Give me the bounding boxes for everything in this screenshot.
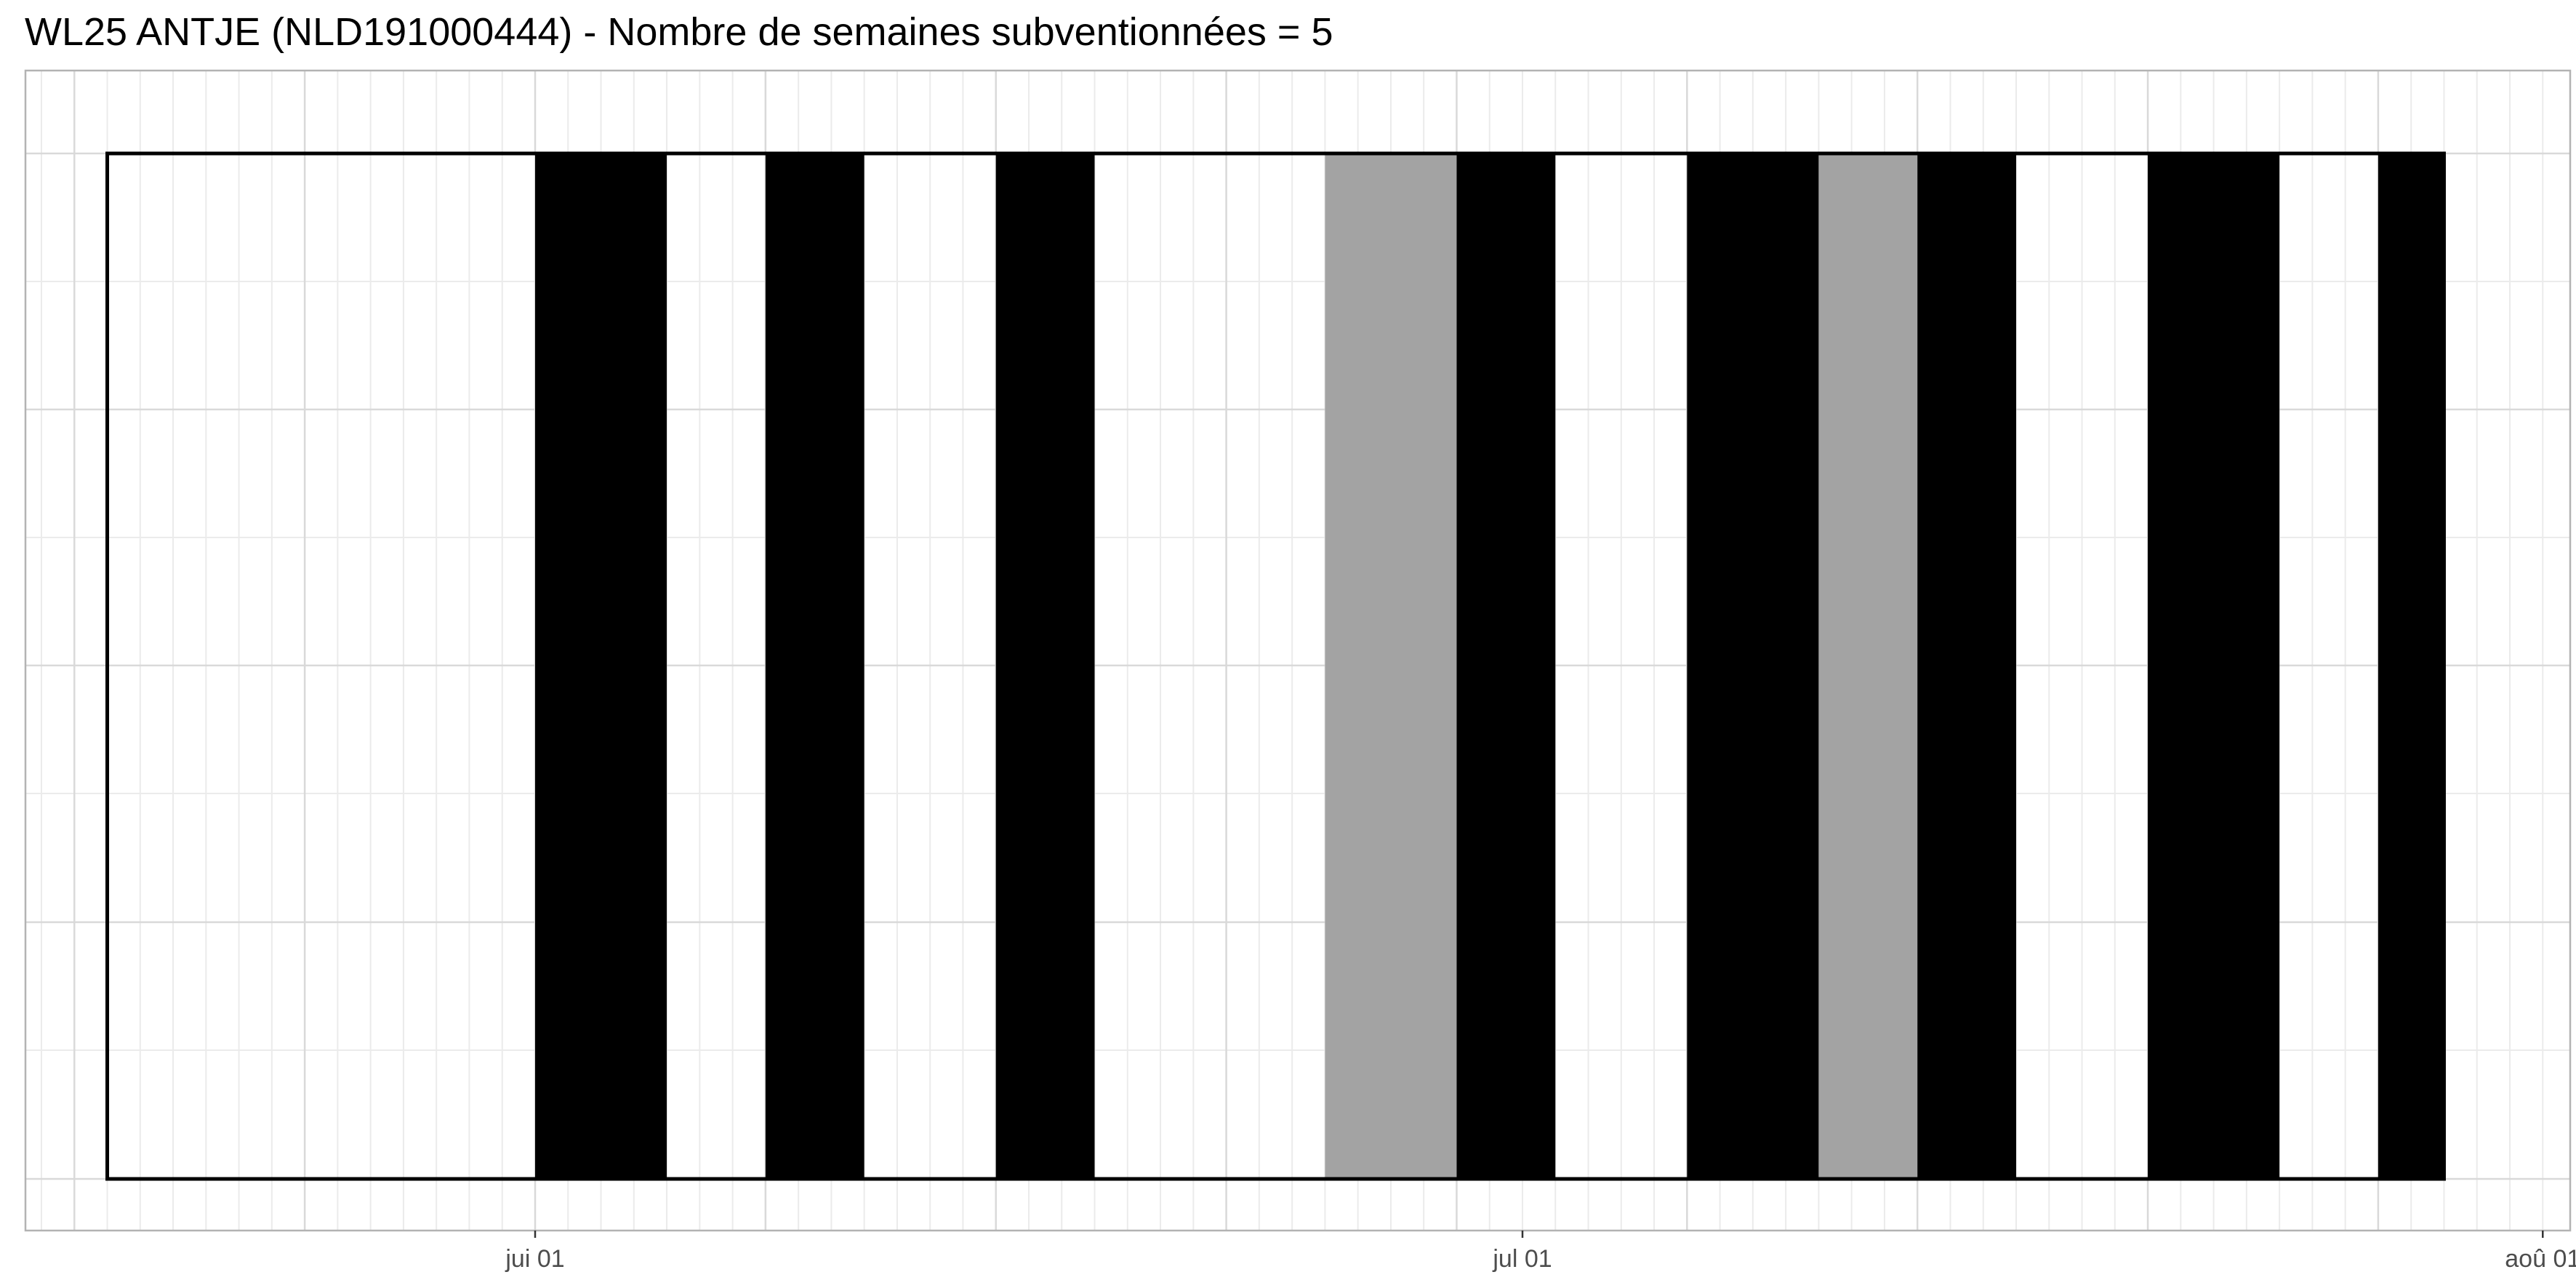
x-tick-label-2: jul 01 xyxy=(1492,1245,1552,1273)
interval-bars xyxy=(535,153,2444,1179)
interval-bar-4 xyxy=(1325,153,1457,1179)
interval-bar-10 xyxy=(2378,153,2444,1179)
interval-bar-6 xyxy=(1687,153,1819,1179)
x-tick-label-3: aoû 01 xyxy=(2505,1245,2576,1273)
interval-bar-9 xyxy=(2148,153,2280,1179)
chart-title: WL25 ANTJE (NLD191000444) - Nombre de se… xyxy=(25,10,1333,54)
interval-bar-5 xyxy=(1456,153,1556,1179)
x-axis-ticks: jui 01 jul 01 aoû 01 xyxy=(505,1231,2576,1273)
interval-bar-2 xyxy=(765,153,864,1179)
interval-bar-3 xyxy=(995,153,1095,1179)
interval-bar-1 xyxy=(535,153,667,1179)
panel-border xyxy=(24,69,2572,1232)
x-tick-label-1: jui 01 xyxy=(505,1245,564,1273)
period-outline xyxy=(105,151,2446,1181)
interval-bar-8 xyxy=(1917,153,2016,1179)
interval-bar-7 xyxy=(1818,153,1918,1179)
